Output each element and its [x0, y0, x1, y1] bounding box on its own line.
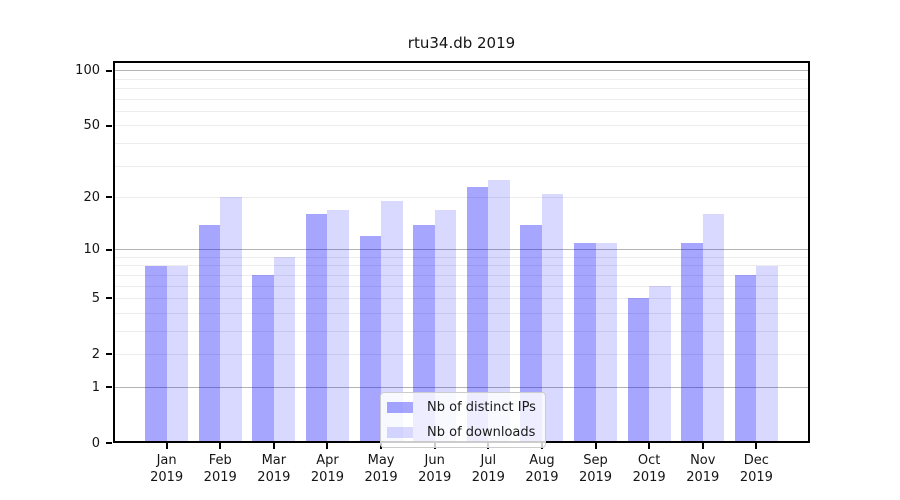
legend-label-downloads: Nb of downloads — [427, 425, 536, 440]
y-tick-label-10: 10 — [83, 242, 100, 258]
y-tick-1 — [106, 386, 112, 389]
gridline-minor-8 — [113, 265, 810, 267]
gridline-minor-7 — [113, 274, 810, 276]
y-tick-label-5: 5 — [91, 290, 100, 306]
x-tick-label-sep: Sep 2019 — [578, 453, 613, 485]
x-tick-label-apr: Apr 2019 — [310, 453, 344, 485]
legend-box: Nb of distinct IPs Nb of downloads — [380, 392, 546, 448]
y-tick-20 — [106, 196, 112, 199]
gridline-major-1 — [113, 386, 810, 388]
bar-distinct-ips-aug — [520, 224, 542, 443]
bar-distinct-ips-apr — [306, 214, 328, 443]
bar-distinct-ips-oct — [627, 298, 650, 443]
legend-label-distinct-ips: Nb of distinct IPs — [427, 400, 536, 415]
legend-row-downloads: Nb of downloads — [387, 425, 536, 440]
bar-distinct-ips-jan — [145, 265, 167, 443]
bar-distinct-ips-nov — [681, 242, 703, 443]
gridline-minor-2 — [113, 353, 810, 355]
x-tick-label-mar: Mar 2019 — [257, 453, 291, 485]
x-tick-feb — [219, 443, 222, 449]
bar-downloads-mar — [273, 257, 296, 443]
bar-downloads-nov — [702, 214, 725, 443]
x-tick-jan — [165, 443, 168, 449]
bar-downloads-apr — [327, 209, 349, 443]
y-tick-label-2: 2 — [91, 346, 100, 362]
gridline-minor-3 — [113, 330, 810, 332]
bar-downloads-jan — [166, 265, 189, 443]
x-tick-oct — [648, 443, 651, 449]
x-tick-dec — [755, 443, 758, 449]
gridline-minor-9 — [113, 256, 810, 258]
bar-distinct-ips-feb — [198, 224, 221, 443]
bar-downloads-may — [381, 201, 403, 443]
y-tick-label-100: 100 — [75, 63, 100, 79]
y-tick-label-0: 0 — [91, 435, 100, 451]
bar-distinct-ips-may — [359, 236, 382, 443]
bar-distinct-ips-sep — [574, 242, 596, 443]
legend-row-distinct-ips: Nb of distinct IPs — [387, 400, 536, 415]
legend-swatch-downloads — [387, 427, 413, 438]
x-tick-label-jan: Jan 2019 — [150, 453, 184, 485]
x-tick-label-may: May 2019 — [364, 453, 398, 485]
legend-swatch-distinct-ips — [387, 402, 413, 413]
bar-downloads-jun — [434, 209, 457, 443]
gridline-minor-40 — [113, 142, 810, 144]
gridline-minor-80 — [113, 88, 810, 90]
bar-distinct-ips-jul — [466, 186, 489, 443]
bar-downloads-jul — [488, 180, 510, 443]
bar-downloads-dec — [756, 265, 778, 443]
bar-downloads-feb — [220, 197, 242, 443]
plot-area — [113, 61, 810, 443]
gridline-minor-20 — [113, 196, 810, 198]
gridline-minor-70 — [113, 98, 810, 100]
x-tick-label-dec: Dec 2019 — [739, 453, 773, 485]
gridline-major-100 — [113, 70, 810, 72]
x-tick-label-oct: Oct 2019 — [632, 453, 666, 485]
y-tick-label-50: 50 — [83, 118, 100, 134]
bar-distinct-ips-dec — [734, 275, 757, 443]
y-tick-50 — [106, 124, 112, 127]
bar-distinct-ips-mar — [252, 275, 274, 443]
bar-downloads-oct — [649, 286, 671, 443]
bar-distinct-ips-jun — [413, 224, 435, 443]
x-tick-mar — [272, 443, 275, 449]
x-tick-label-nov: Nov 2019 — [686, 453, 720, 485]
bar-downloads-aug — [541, 193, 564, 443]
chart-title: rtu34.db 2019 — [407, 34, 516, 52]
y-tick-5 — [106, 297, 112, 300]
bar-downloads-sep — [595, 242, 617, 443]
gridline-minor-4 — [113, 312, 810, 314]
gridline-minor-90 — [113, 78, 810, 80]
y-tick-label-20: 20 — [83, 189, 100, 205]
y-tick-0 — [106, 442, 112, 444]
gridline-major-10 — [113, 249, 810, 251]
y-tick-2 — [106, 353, 112, 356]
x-tick-apr — [326, 443, 329, 449]
y-tick-10 — [106, 248, 112, 251]
y-tick-label-1: 1 — [91, 379, 100, 395]
gridline-minor-6 — [113, 285, 810, 287]
x-tick-label-aug: Aug 2019 — [525, 453, 559, 485]
x-tick-sep — [594, 443, 597, 449]
gridline-minor-50 — [113, 125, 810, 127]
gridline-minor-30 — [113, 165, 810, 167]
gridline-minor-5 — [113, 297, 810, 299]
y-tick-100 — [106, 69, 112, 72]
x-tick-nov — [701, 443, 704, 449]
x-tick-label-jun: Jun 2019 — [418, 453, 452, 485]
x-tick-label-feb: Feb 2019 — [203, 453, 237, 485]
x-tick-label-jul: Jul 2019 — [471, 453, 505, 485]
gridline-minor-60 — [113, 110, 810, 112]
